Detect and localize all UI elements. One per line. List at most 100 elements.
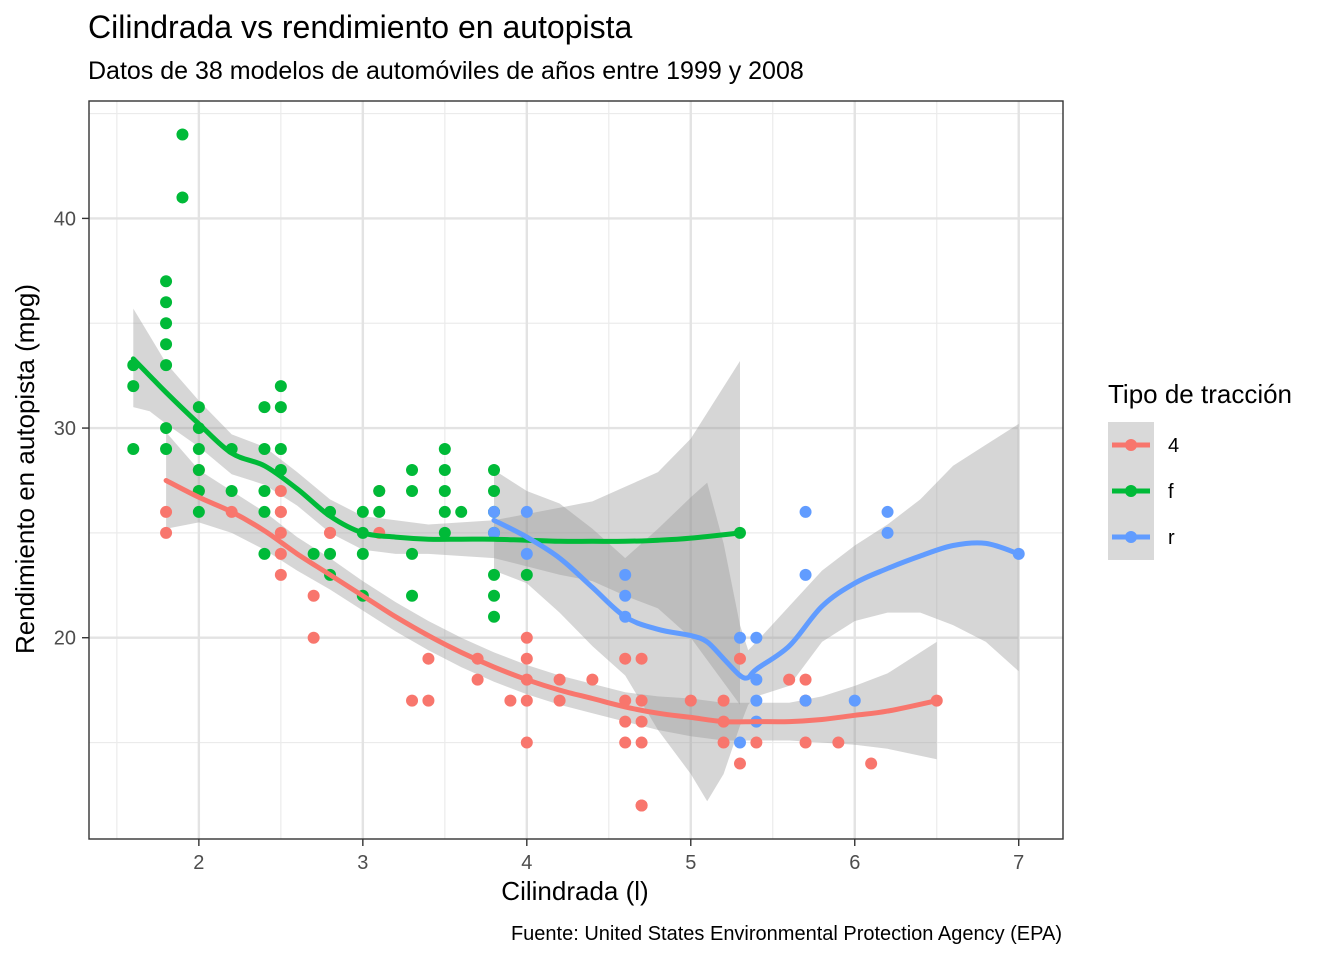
point-f [192,443,205,456]
point-4 [783,673,796,686]
point-4 [684,694,697,707]
point-4 [553,694,566,707]
x-tick-label: 5 [685,852,696,874]
point-4 [520,694,533,707]
confidence-ribbons [133,308,1019,802]
point-f [406,589,419,602]
chart-caption: Fuente: United States Environmental Prot… [511,923,1062,945]
x-tick-label: 6 [849,852,860,874]
point-f [225,484,238,497]
point-4 [422,694,435,707]
point-4 [504,694,517,707]
point-4 [406,694,419,707]
point-f [438,505,451,518]
point-r [619,589,632,602]
panel-border [88,100,1064,840]
point-f [488,464,501,476]
point-f [258,547,271,560]
point-4 [750,736,763,749]
point-4 [274,547,287,560]
point-r [848,694,861,707]
point-f [373,505,386,518]
legend-label-f: f [1168,481,1174,503]
panel-background [89,101,1063,839]
data-points [127,128,1025,812]
point-4 [471,673,484,686]
y-tick-label: 30 [54,418,76,440]
point-f [258,505,271,518]
legend-keys: 4 f r [1108,422,1179,560]
point-4 [865,757,878,770]
point-4 [274,505,287,518]
point-4 [717,694,730,707]
point-f [192,464,205,476]
smooth-line-4 [163,478,940,725]
chart-subtitle: Datos de 38 modelos de automóviles de añ… [88,57,804,85]
point-f [488,484,501,497]
point-r [750,694,763,707]
point-f [324,547,337,560]
point-f [160,422,173,435]
point-r [750,673,763,686]
legend-label-4: 4 [1168,435,1179,457]
point-4 [160,505,173,518]
point-f [373,484,386,497]
point-4 [717,736,730,749]
point-r [520,505,533,518]
x-tick-label: 4 [521,852,532,874]
x-axis: 2 3 4 5 6 7 [193,839,1024,874]
point-f [520,568,533,581]
x-tick-label: 3 [357,852,368,874]
point-r [881,526,894,539]
point-f [192,401,205,414]
y-tick-label: 20 [54,628,76,650]
smooth-line-r [491,517,1022,681]
smooth-lines [130,356,1022,725]
point-4 [799,673,812,686]
point-r [733,736,746,749]
point-f [438,484,451,497]
point-4 [274,526,287,539]
point-f [406,484,419,497]
point-4 [635,715,648,728]
legend-label-r: r [1168,527,1175,549]
point-4 [619,694,632,707]
point-4 [635,736,648,749]
point-f [160,317,173,330]
point-4 [799,736,812,749]
legend-key-point-r [1125,531,1137,543]
point-f [160,275,173,288]
point-f [160,443,173,456]
point-4 [635,799,648,812]
point-4 [422,652,435,665]
point-r [750,631,763,644]
point-4 [520,652,533,665]
point-f [406,547,419,560]
point-f [274,401,287,414]
point-4 [635,694,648,707]
point-4 [619,736,632,749]
point-f [488,610,501,623]
smooth-line-f [130,356,743,544]
point-4 [832,736,845,749]
point-f [127,443,140,456]
point-4 [733,757,746,770]
point-f [438,526,451,539]
point-4 [274,568,287,581]
point-r [733,631,746,644]
point-4 [619,715,632,728]
legend-key-point-4 [1125,439,1137,451]
y-axis: 20 30 40 [54,208,89,650]
point-4 [520,631,533,644]
point-f [176,191,189,204]
confidence-ribbon-f [133,308,741,705]
point-f [307,547,320,560]
point-4 [635,652,648,665]
point-4 [307,589,320,602]
point-f [127,380,140,393]
point-r [488,526,501,539]
point-4 [274,484,287,497]
point-4 [160,526,173,539]
point-f [356,505,369,518]
